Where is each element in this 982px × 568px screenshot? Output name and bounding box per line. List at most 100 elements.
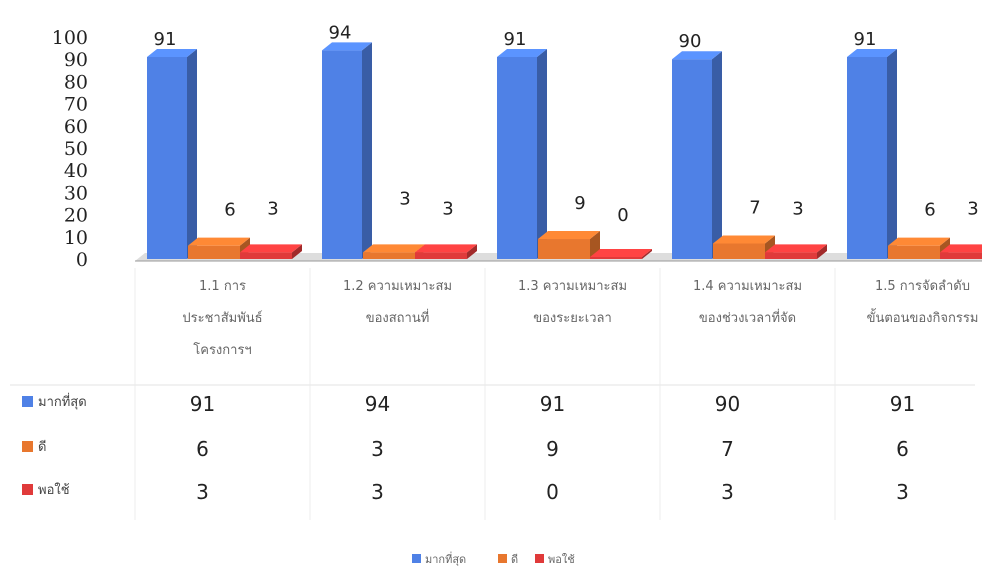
data-table-grid [10,268,975,520]
bar-2-5 [888,245,940,259]
data-label: 9 [574,193,585,214]
legend: มากที่สุด ดี พอใช้ [412,551,575,566]
table-cell: 90 [715,392,740,416]
bar-top [765,244,827,253]
category-label: 1.4 ความเหมาะสม [693,279,802,294]
series-name: พอใช้ [38,482,70,498]
y-tick-label: 70 [64,94,88,116]
data-label: 91 [854,29,877,50]
bar-1-5 [847,56,887,260]
table-cell: 91 [540,392,565,416]
bar-top [672,51,722,60]
table-cell: 0 [546,480,559,504]
bar-top [713,235,775,244]
data-label: 7 [749,197,760,218]
category-label: 1.3 ความเหมาะสม [518,279,627,294]
legend-key-1 [22,396,33,407]
bar-top [847,48,897,57]
legend-key-3 [22,484,33,495]
data-label: 3 [967,198,978,219]
table-cell: 7 [721,437,734,461]
bar-2-1 [188,245,240,259]
data-label: 0 [617,205,628,226]
bar-top [322,42,372,51]
data-label: 91 [154,29,177,50]
bar-3-3 [590,257,642,259]
bar-side [712,51,722,260]
bar-top [240,244,302,253]
bar-1-2 [322,50,362,259]
category-label: ประชาสัมพันธ์ [182,310,262,326]
bar-top [147,48,197,57]
table-cell: 3 [371,480,384,504]
category-label: 1.2 ความเหมาะสม [343,279,452,294]
legend-label: มากที่สุด [425,551,466,566]
data-table: มากที่สุด 91 94 91 90 91 ดี 6 3 9 7 6 พอใช้ 3 3 0 3 3 [22,392,915,504]
bar-top [415,244,477,253]
y-tick-label: 60 [64,116,88,138]
bar-top [363,244,425,253]
bar-2-3 [538,239,590,259]
table-cell: 91 [890,392,915,416]
bar-top [538,231,600,240]
y-tick-label: 40 [64,160,88,182]
data-labels: 91 94 91 90 91 6 3 9 7 6 3 3 0 3 3 [154,22,979,226]
table-cell: 6 [896,437,909,461]
y-tick-label: 20 [64,205,88,227]
table-cell: 91 [190,392,215,416]
series-name: มากที่สุด [38,393,87,410]
table-cell: 3 [896,480,909,504]
table-cell: 9 [546,437,559,461]
bar-top [497,48,547,57]
bar-1-1 [147,56,187,260]
bar-2-2 [363,252,415,259]
bar-side [292,244,302,259]
data-label: 6 [224,200,235,221]
category-label: ของสถานที่ [366,309,430,326]
bar-3-5 [940,252,982,259]
category-label: 1.1 การ [199,279,246,294]
bar-3-2 [415,252,467,259]
category-label: โครงการฯ [193,342,251,358]
data-label: 90 [679,31,702,52]
bar-3-1 [240,252,292,259]
y-tick-label: 50 [64,138,88,160]
category-label: ของช่วงเวลาที่จัด [699,309,796,326]
legend-label: ดี [511,553,518,566]
legend-swatch-1 [412,554,421,563]
bar-3-4 [765,252,817,259]
data-label: 3 [399,188,410,209]
y-tick-label: 30 [64,182,88,204]
table-cell: 3 [371,437,384,461]
y-tick-label: 100 [52,27,88,49]
bar-side [887,48,897,260]
data-label: 94 [329,22,352,43]
data-label: 91 [504,29,527,50]
bar-top [590,249,652,257]
data-label: 3 [442,198,453,219]
legend-swatch-2 [498,554,507,563]
y-tick-label: 0 [76,249,88,271]
table-cell: 6 [196,437,209,461]
bar-side [187,48,197,260]
data-label: 3 [792,198,803,219]
bar-side [467,244,477,259]
bar-side [362,42,372,259]
data-label: 6 [924,200,935,221]
table-cell: 94 [365,392,390,416]
table-cell: 3 [196,480,209,504]
bar-top [188,237,250,246]
bar-top [888,237,950,246]
table-cell: 3 [721,480,734,504]
y-tick-label: 90 [64,49,88,71]
bar-top [940,244,982,253]
bar-side [642,249,652,259]
legend-label: พอใช้ [548,553,575,566]
category-label: 1.5 การจัดลำดับ [875,279,970,294]
legend-key-2 [22,441,33,452]
y-tick-label: 10 [64,227,88,249]
category-label: ของระยะเวลา [533,311,612,326]
